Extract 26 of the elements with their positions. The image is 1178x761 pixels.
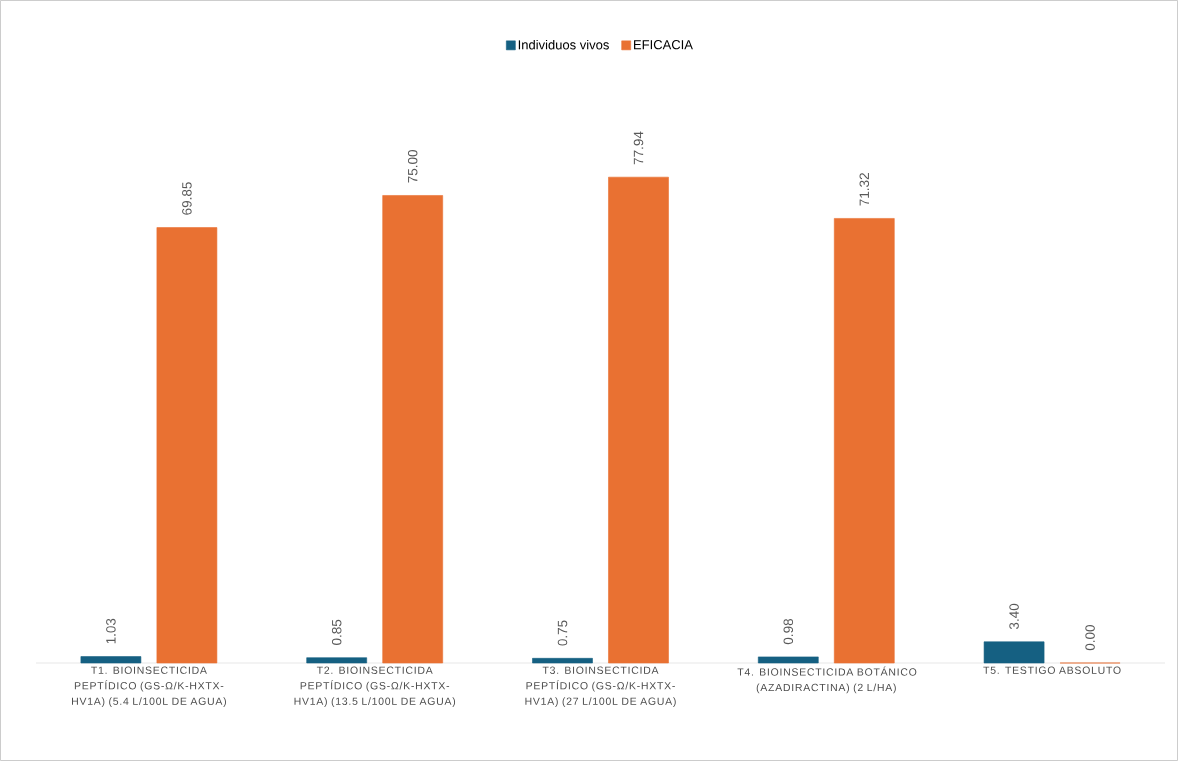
x-tick-label: T5. TESTIGO ABSOLUTO [983,666,1121,674]
bar [833,218,895,664]
x-tick-label: T2. BIOINSECTICIDA PEPTÍDICO (GS-Ω/K-HXTX-HV1A) (13.5 L/100L DE AGUA) [294,666,456,708]
data-label: 3.40 [1009,603,1019,630]
legend-label: EFICACIA [634,40,693,50]
data-label: 75.00 [407,150,418,183]
bar [983,641,1045,664]
bar [608,176,669,664]
bar [80,656,142,664]
bar [306,657,367,664]
bar [156,227,218,664]
data-label: 77.94 [633,131,644,165]
bar [757,656,819,664]
x-tick-label: T3. BIOINSECTICIDA PEPTÍDICO (GS-Ω/K-HXTX-HV1A) (27 L/100L DE AGUA) [525,666,676,708]
data-label: 0.75 [557,620,568,646]
x-tick-label: T4. BIOINSECTICIDA BOTÁNICO (AZADIRACTINA) (2 L/HA) [737,666,917,694]
data-label: 69.85 [182,182,192,215]
data-label: 0.85 [331,619,342,645]
data-label: 0.98 [783,619,794,645]
legend-label: Individuos vivos [518,39,609,50]
data-label: 1.03 [106,618,116,644]
data-label: 0.00 [1085,625,1095,651]
data-label: 71.32 [859,173,870,206]
bar [532,658,593,664]
x-tick-label: T1. BIOINSECTICIDA PEPTÍDICO (GS-Ω/K-HXTX-HV1A) (5.4 L/100L DE AGUA) [72,666,226,708]
bar [382,195,443,664]
